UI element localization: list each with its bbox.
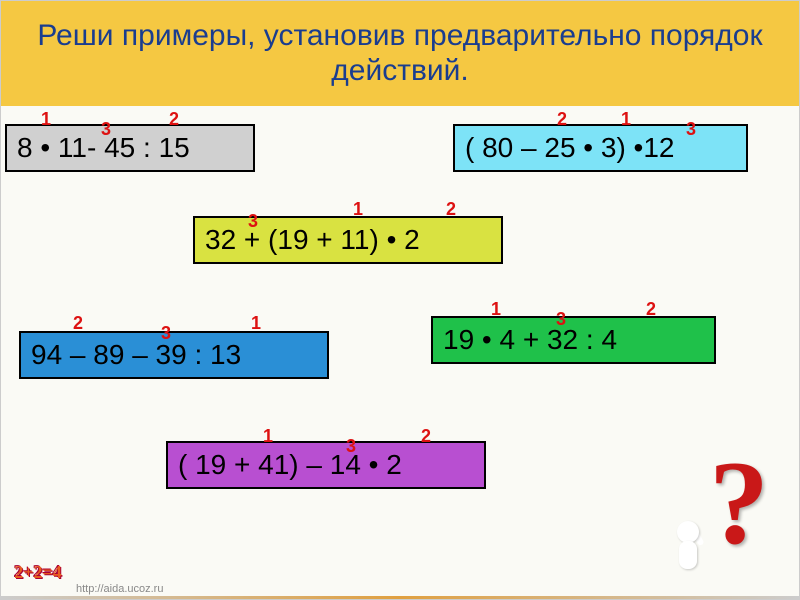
order-number: 2 [446, 199, 456, 220]
bottom-accent-bar [1, 596, 799, 599]
order-number: 3 [101, 119, 111, 140]
problem-2-expr: ( 80 – 25 • 3) •12 [465, 132, 675, 163]
order-number: 2 [421, 426, 431, 447]
order-number: 3 [346, 436, 356, 457]
problem-1: 8 • 11- 45 : 15 [5, 124, 255, 172]
problem-4-expr: 94 – 89 – 39 : 13 [31, 339, 241, 370]
order-number: 2 [73, 313, 83, 334]
order-number: 3 [556, 309, 566, 330]
thinking-person-icon [664, 521, 712, 581]
problem-6: ( 19 + 41) – 14 • 2 [166, 441, 486, 489]
problem-5-expr: 19 • 4 + 32 : 4 [443, 324, 617, 355]
problem-2: ( 80 – 25 • 3) •12 [453, 124, 748, 172]
math-logo-icon: 2+2=4 [7, 551, 69, 593]
slide-header: Реши примеры, установив предварительно п… [1, 1, 799, 106]
order-number: 2 [557, 109, 567, 130]
problem-4: 94 – 89 – 39 : 13 [19, 331, 329, 379]
question-mark-figure-icon: ? [629, 439, 779, 589]
problem-3-expr: 32 + (19 + 11) • 2 [205, 224, 420, 255]
order-number: 3 [161, 323, 171, 344]
order-number: 2 [646, 299, 656, 320]
order-number: 1 [621, 109, 631, 130]
order-number: 1 [353, 199, 363, 220]
slide-title: Реши примеры, установив предварительно п… [21, 19, 779, 88]
problem-6-expr: ( 19 + 41) – 14 • 2 [178, 449, 402, 480]
footer-link: http://aida.ucoz.ru [76, 583, 163, 595]
order-number: 2 [169, 109, 179, 130]
problem-5: 19 • 4 + 32 : 4 [431, 316, 716, 364]
question-mark-icon: ? [709, 434, 769, 572]
order-number: 1 [41, 109, 51, 130]
order-number: 1 [251, 313, 261, 334]
problem-3: 32 + (19 + 11) • 2 [193, 216, 503, 264]
order-number: 1 [491, 299, 501, 320]
order-number: 3 [686, 119, 696, 140]
logo-text: 2+2=4 [14, 562, 62, 583]
order-number: 3 [248, 211, 258, 232]
order-number: 1 [263, 426, 273, 447]
